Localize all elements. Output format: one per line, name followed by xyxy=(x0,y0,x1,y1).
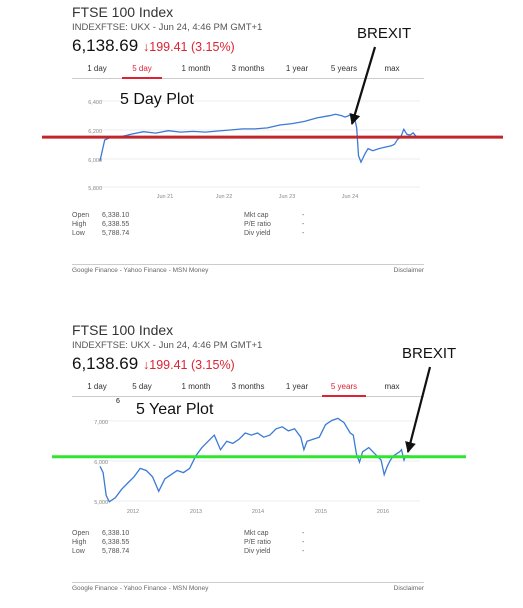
chart-panel-5-year: FTSE 100 Index INDEXFTSE: UKX - Jun 24, … xyxy=(0,318,523,608)
y-tick-label: 6,000 xyxy=(88,158,102,164)
chart-title: FTSE 100 Index xyxy=(72,4,174,20)
plot-label: 5 Year Plot xyxy=(136,401,214,418)
stat-label: Mkt cap xyxy=(244,212,269,219)
stat-value: - xyxy=(302,539,305,546)
chart-panel-5-day: FTSE 100 Index INDEXFTSE: UKX - Jun 24, … xyxy=(0,0,523,290)
stat-label: P/E ratio xyxy=(244,539,271,546)
series-line xyxy=(99,417,413,503)
tab-5-years[interactable]: 5 years xyxy=(330,64,358,73)
x-tick-label: Jun 23 xyxy=(279,194,296,200)
y-tick-label: 5,000 xyxy=(94,500,108,506)
footer-sources: Google Finance - Yahoo Finance - MSN Mon… xyxy=(72,585,209,592)
tab-3-months[interactable]: 3 months xyxy=(231,64,265,73)
price-change: ↓199.41 (3.15%) xyxy=(143,40,235,54)
current-price: 6,138.69 xyxy=(72,36,139,55)
tab-max[interactable]: max xyxy=(384,382,400,391)
series-line xyxy=(99,113,417,164)
disclaimer-link[interactable]: Disclaimer xyxy=(393,585,424,592)
y-tick-label: 5,800 xyxy=(88,186,102,192)
y-tick-label: 6,200 xyxy=(88,129,102,135)
index-subtitle: INDEXFTSE: UKX - Jun 24, 4:46 PM GMT+1 xyxy=(72,340,263,351)
y-tick-label: 6,000 xyxy=(94,460,108,466)
stat-value: - xyxy=(302,221,305,228)
y-tick-label: 6,400 xyxy=(88,100,102,106)
stat-label: Open xyxy=(72,212,90,219)
stat-label: High xyxy=(72,221,87,228)
x-tick-label: 2013 xyxy=(190,509,202,515)
chart-footer: Google Finance - Yahoo Finance - MSN Mon… xyxy=(72,264,424,275)
y-tick-label: 7,000 xyxy=(94,420,108,426)
x-tick-label: 2014 xyxy=(252,509,264,515)
disclaimer-link[interactable]: Disclaimer xyxy=(393,267,424,274)
x-tick-label: 2016 xyxy=(377,509,389,515)
x-tick-label: 2012 xyxy=(127,509,139,515)
stat-value: - xyxy=(302,212,305,219)
line-chart: 7,000 6,000 5,000 2012 2013 2014 2015 2016 5 Yea… xyxy=(52,398,466,515)
stat-value: - xyxy=(302,548,305,555)
stat-label: Open xyxy=(72,530,90,537)
stat-value: 5,788.74 xyxy=(102,548,130,555)
tab-1-day[interactable]: 1 day xyxy=(87,64,107,73)
stat-value: - xyxy=(302,530,305,537)
tab-max[interactable]: max xyxy=(384,64,400,73)
chart-title: FTSE 100 Index xyxy=(72,322,174,338)
index-subtitle: INDEXFTSE: UKX - Jun 24, 4:46 PM GMT+1 xyxy=(72,22,263,33)
tab-1-month[interactable]: 1 month xyxy=(181,64,211,73)
x-tick-label: 2015 xyxy=(315,509,327,515)
tab-1-year[interactable]: 1 year xyxy=(285,382,309,391)
stat-value: - xyxy=(302,230,305,237)
tab-1-month[interactable]: 1 month xyxy=(181,382,211,391)
stat-label: Low xyxy=(72,548,85,555)
stat-value: 5,788.74 xyxy=(102,230,130,237)
stat-label: P/E ratio xyxy=(244,221,271,228)
range-tabs: 1 day 5 day 1 month 3 months 1 year 5 years ma… xyxy=(72,60,424,79)
x-tick-label: Jun 21 xyxy=(157,194,174,200)
stat-label: High xyxy=(72,539,87,546)
plot-label: 5 Day Plot xyxy=(120,91,194,108)
small-label: 6 xyxy=(116,398,120,405)
x-tick-label: Jun 22 xyxy=(216,194,233,200)
stat-value: 6,338.55 xyxy=(102,539,130,546)
chart-footer: Google Finance - Yahoo Finance - MSN Mon… xyxy=(72,582,424,593)
stat-label: Div yield xyxy=(244,230,271,237)
tab-5-day[interactable]: 5 day xyxy=(132,382,152,391)
stat-label: Low xyxy=(72,230,85,237)
footer-sources: Google Finance - Yahoo Finance - MSN Mon… xyxy=(72,267,209,274)
stat-label: Mkt cap xyxy=(244,530,269,537)
range-tabs: 1 day 5 day 1 month 3 months 1 year 5 years ma… xyxy=(72,378,424,397)
tab-5-day[interactable]: 5 day xyxy=(122,60,162,79)
stat-label: Div yield xyxy=(244,548,271,555)
current-price: 6,138.69 xyxy=(72,354,139,373)
tab-1-day[interactable]: 1 day xyxy=(87,382,107,391)
tab-1-year[interactable]: 1 year xyxy=(285,64,309,73)
price-change: ↓199.41 (3.15%) xyxy=(143,358,235,372)
stat-value: 6,338.10 xyxy=(102,530,130,537)
tab-5-years[interactable]: 5 years xyxy=(322,378,366,397)
stat-value: 6,338.10 xyxy=(102,212,130,219)
line-chart: 6,400 6,200 6,000 5,800 Jun 21 Jun 22 Jun 23 Ju… xyxy=(42,91,503,200)
x-tick-label: Jun 24 xyxy=(342,194,359,200)
stat-value: 6,338.55 xyxy=(102,221,130,228)
tab-3-months[interactable]: 3 months xyxy=(231,382,265,391)
